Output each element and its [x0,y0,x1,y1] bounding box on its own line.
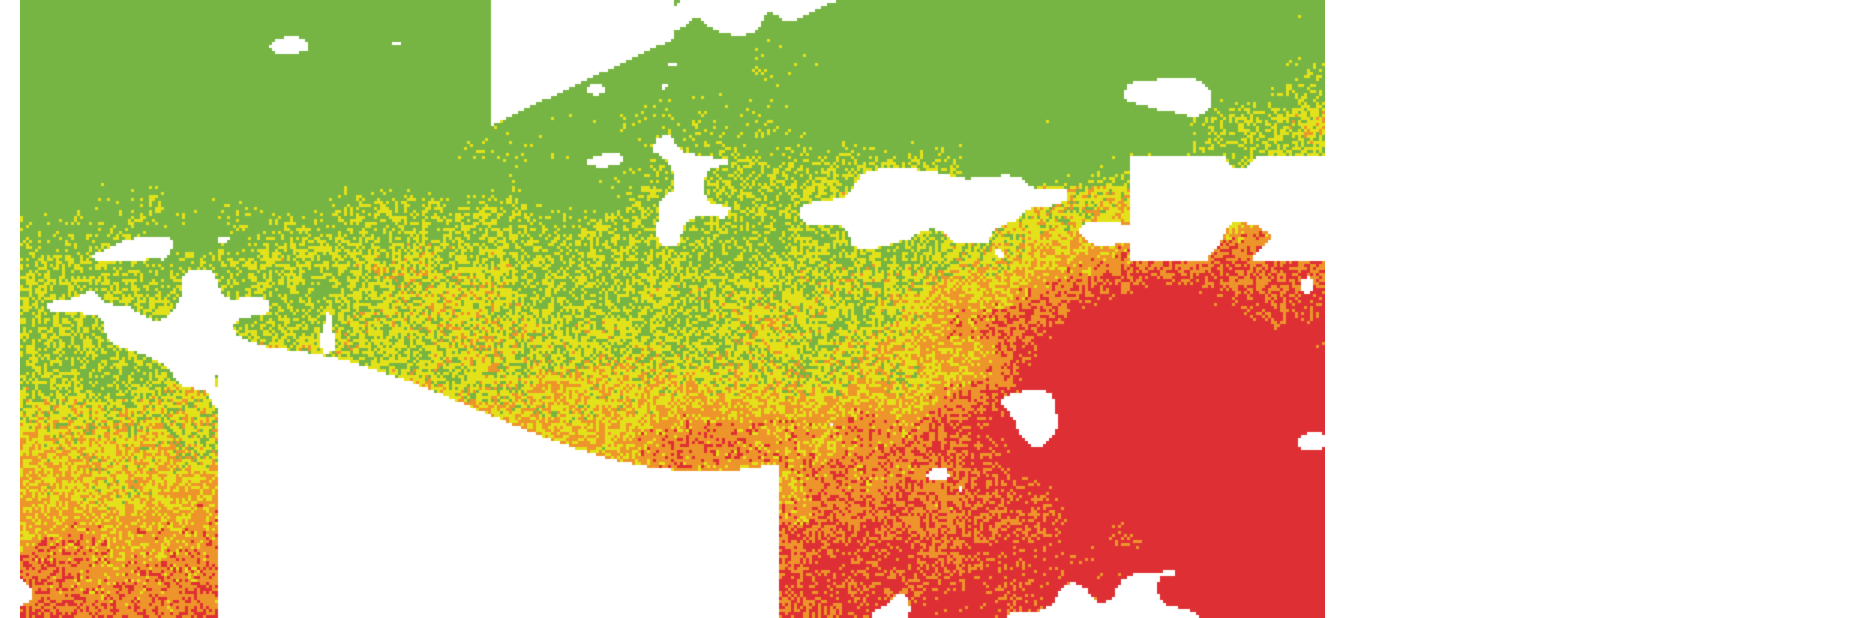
classified-raster-map [20,0,1325,618]
